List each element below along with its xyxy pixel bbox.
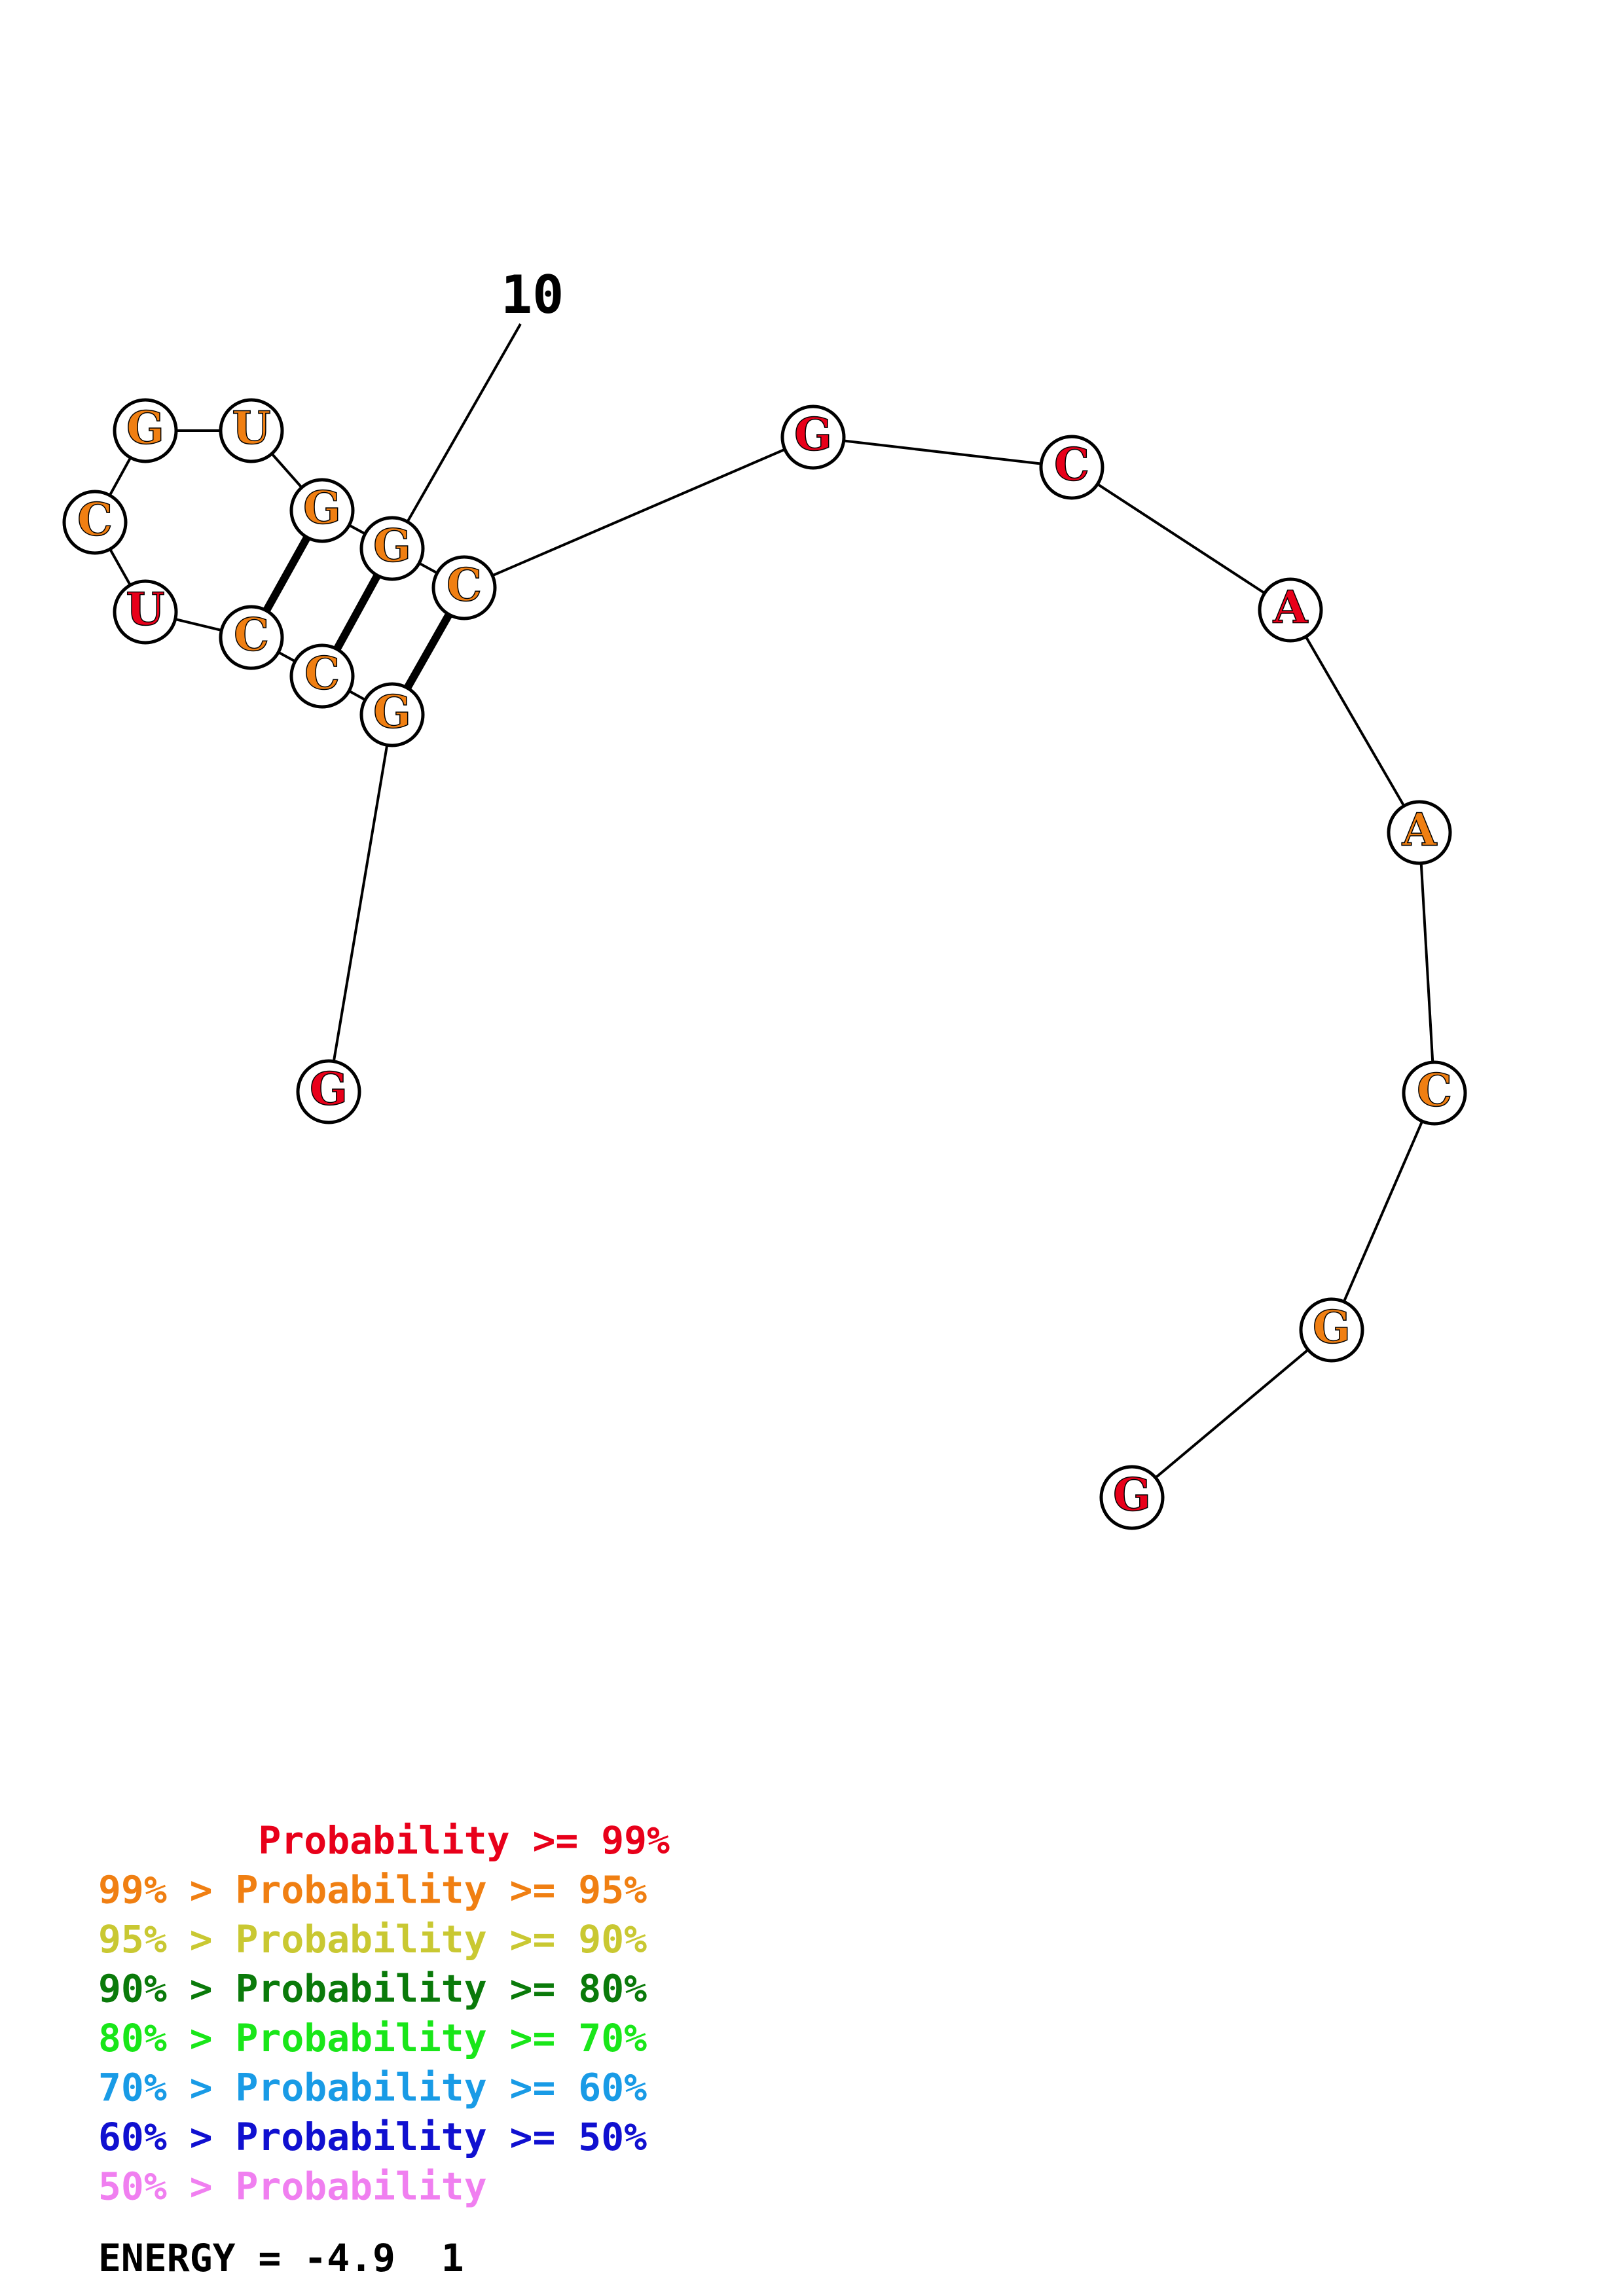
base-circle	[1258, 577, 1323, 643]
base-circle	[289, 478, 355, 543]
base-circle	[1099, 1465, 1165, 1530]
legend-line: 50% > Probability	[98, 2164, 487, 2209]
base-node: G	[113, 398, 178, 463]
base-circle	[359, 516, 425, 581]
base-circle	[296, 1059, 361, 1124]
base-circle	[1387, 800, 1452, 865]
base-letter: A	[1402, 804, 1438, 857]
base-circle	[113, 579, 178, 645]
base-circle	[1402, 1060, 1467, 1126]
base-node: G	[1299, 1297, 1364, 1363]
base-letter: G	[126, 403, 164, 455]
legend-line: 90% > Probability >= 80%	[98, 1967, 647, 2011]
base-letter: C	[1054, 439, 1089, 492]
base-letter: G	[303, 482, 341, 535]
base-circle	[431, 555, 497, 620]
base-node: C	[289, 643, 355, 709]
base-letter: G	[794, 409, 832, 461]
base-node: U	[113, 579, 178, 645]
legend-line: Probability >= 99%	[98, 1818, 670, 1863]
legend-line: 99% > Probability >= 95%	[98, 1868, 647, 1912]
energy-label: ENERGY = -4.9 1	[98, 2236, 464, 2280]
base-circle	[359, 682, 425, 747]
base-circle	[219, 398, 284, 463]
base-node: C	[219, 605, 284, 670]
base-letter: G	[310, 1064, 348, 1116]
base-circle	[1039, 435, 1104, 500]
base-node: G	[780, 404, 846, 470]
base-circle	[62, 490, 128, 555]
legend-line: 60% > Probability >= 50%	[98, 2115, 647, 2159]
legend-line: 70% > Probability >= 60%	[98, 2066, 647, 2110]
base-node: G	[296, 1059, 361, 1124]
base-circle	[289, 643, 355, 709]
base-node: U	[219, 398, 284, 463]
base-pair-lines	[247, 509, 468, 717]
base-node: A	[1387, 800, 1452, 865]
base-node: C	[431, 555, 497, 620]
base-node: C	[1402, 1060, 1467, 1126]
base-node: C	[62, 490, 128, 555]
base-letter: G	[373, 520, 411, 573]
index-tick-line	[391, 323, 522, 549]
backbone-segment	[1330, 1092, 1436, 1331]
legend-line: 95% > Probability >= 90%	[98, 1917, 647, 1962]
base-letter: U	[126, 584, 164, 636]
base-letter: G	[1313, 1302, 1351, 1354]
base-letter: C	[77, 494, 113, 547]
backbone-lines	[94, 429, 1436, 1499]
backbone-segment	[464, 436, 814, 589]
base-node: G	[359, 682, 425, 747]
base-circle	[1299, 1297, 1364, 1363]
base-letter: C	[1417, 1065, 1452, 1117]
backbone-segment	[812, 436, 1072, 469]
base-letter: C	[304, 648, 340, 700]
backbone-segment	[1070, 466, 1292, 611]
backbone-segment	[1131, 1329, 1333, 1499]
base-letter: U	[232, 403, 270, 455]
probability-legend: Probability >= 99% 99% > Probability >= 9…	[98, 1818, 670, 2280]
base-letter: G	[1113, 1469, 1151, 1522]
base-node: A	[1258, 577, 1323, 643]
base-node: G	[289, 478, 355, 543]
backbone-segment	[1289, 609, 1421, 834]
base-circle	[219, 605, 284, 670]
base-circle	[780, 404, 846, 470]
base-node: C	[1039, 435, 1104, 500]
base-letter: A	[1273, 582, 1309, 634]
base-node: G	[359, 516, 425, 581]
base-letter: G	[373, 687, 411, 739]
index-label: 10	[501, 264, 564, 325]
base-circle	[113, 398, 178, 463]
base-letter: C	[447, 560, 482, 612]
backbone-segment	[1418, 832, 1436, 1094]
index-marker: 10	[391, 264, 564, 549]
base-node: G	[1099, 1465, 1165, 1530]
legend-line: 80% > Probability >= 70%	[98, 2016, 647, 2060]
base-letter: C	[234, 609, 269, 662]
backbone-segment	[327, 714, 393, 1092]
